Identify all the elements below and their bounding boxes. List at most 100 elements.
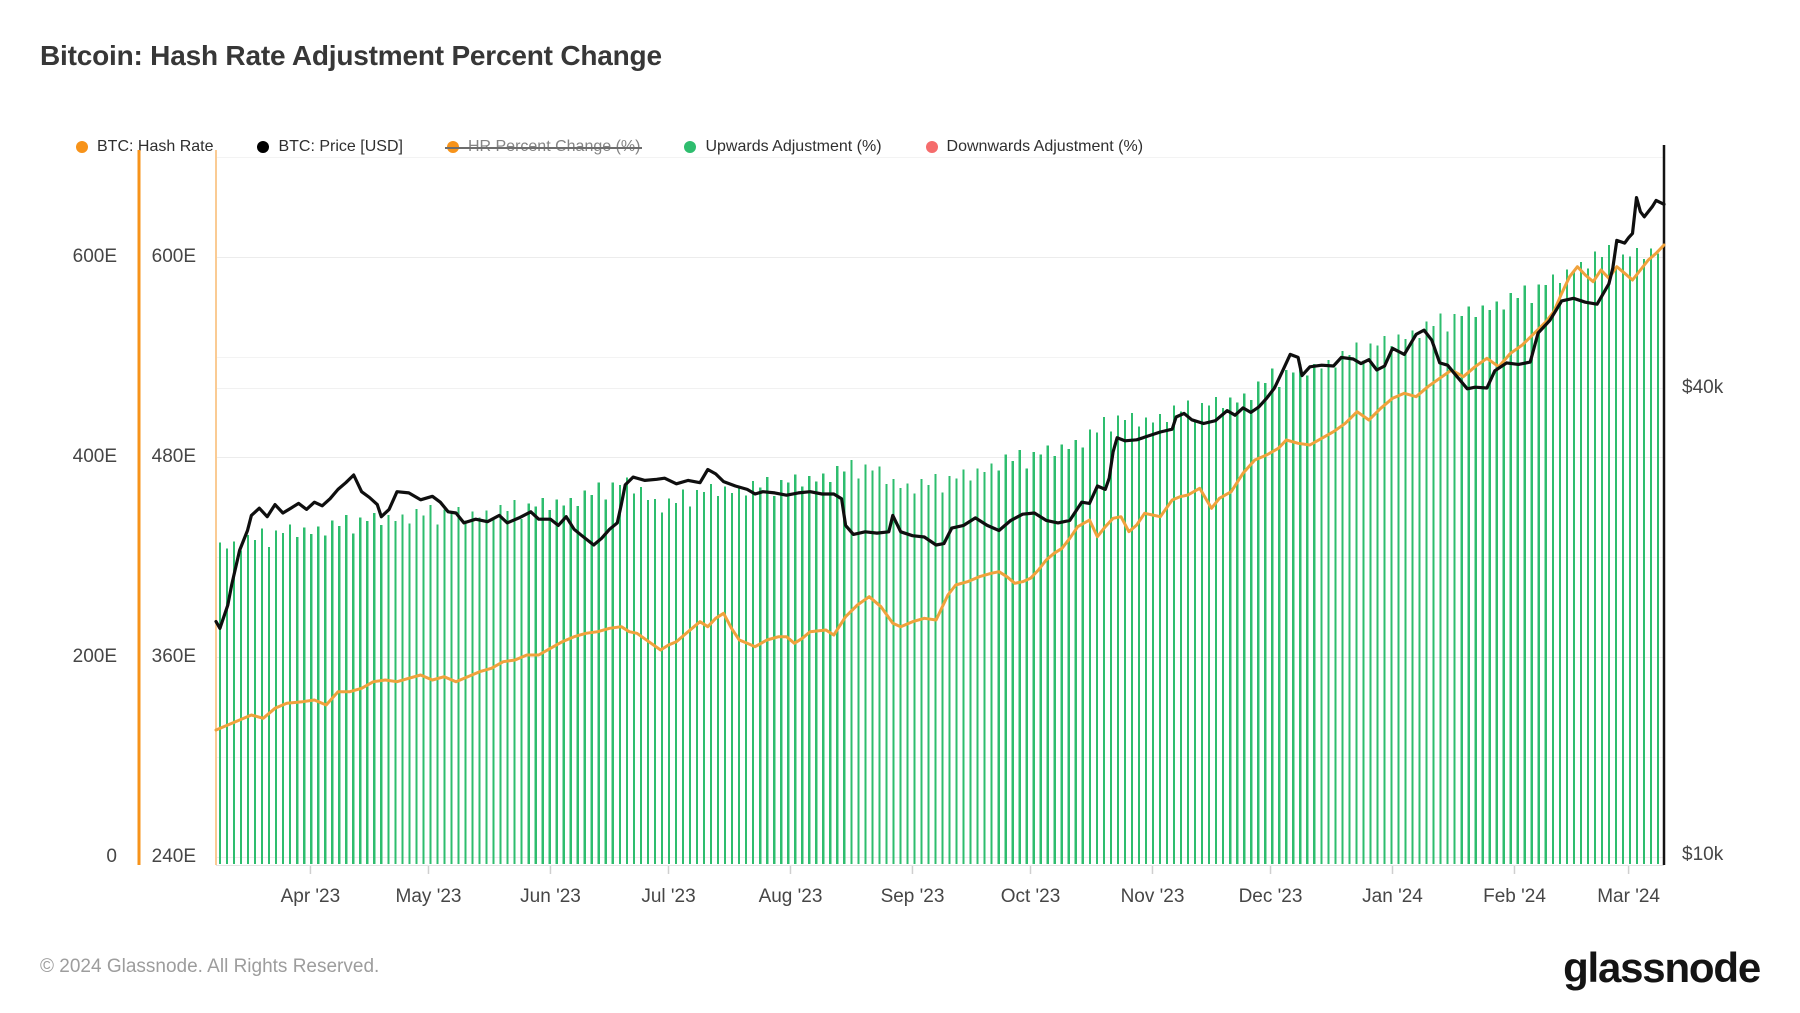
- upwards-adjustment-bar: [1194, 419, 1197, 864]
- x-axis-month-label: Jun '23: [520, 886, 581, 907]
- upwards-adjustment-bar: [1116, 415, 1119, 864]
- upwards-adjustment-bar: [1095, 432, 1098, 864]
- price-line: [214, 196, 1666, 630]
- upwards-adjustment-bar: [899, 487, 902, 864]
- upwards-adjustment-bar: [625, 477, 628, 864]
- x-axis-month-label: Apr '23: [280, 886, 341, 907]
- legend-item-downwards-adjustment[interactable]: Downwards Adjustment (%): [925, 138, 1144, 156]
- upwards-adjustment-bar: [1060, 444, 1063, 864]
- x-axis-month-label: Nov '23: [1120, 886, 1185, 907]
- upwards-adjustment-bar: [1151, 422, 1155, 864]
- upwards-adjustment-bar: [766, 477, 769, 864]
- y-axis-outer-tick: 600E: [72, 246, 117, 267]
- upwards-adjustment-bar: [1165, 421, 1169, 864]
- legend-item-btc-hash-rate[interactable]: BTC: Hash Rate: [76, 138, 213, 156]
- upwards-adjustment-bar: [927, 485, 930, 864]
- upwards-adjustment-bar: [1460, 315, 1463, 864]
- upwards-adjustment-bar: [261, 528, 264, 864]
- upwards-adjustment-bar: [1320, 368, 1323, 864]
- upwards-adjustment-bar: [646, 499, 649, 864]
- upwards-adjustment-bar: [1130, 413, 1133, 864]
- upwards-adjustment-bar: [752, 480, 755, 864]
- upwards-adjustment-bar: [1292, 372, 1295, 864]
- upwards-adjustment-bar: [1572, 271, 1575, 864]
- x-axis-month-label: Aug '23: [758, 886, 823, 907]
- upwards-adjustment-bar: [955, 478, 958, 864]
- upwards-adjustment-bar: [527, 503, 530, 864]
- upwards-adjustment-bar: [1348, 355, 1351, 864]
- upwards-adjustment-bar: [394, 521, 397, 864]
- upwards-adjustment-bar: [920, 479, 923, 864]
- upwards-adjustment-bar: [871, 470, 874, 864]
- upwards-adjustment-bar: [1628, 256, 1632, 865]
- upwards-adjustment-bar: [1650, 248, 1653, 865]
- upwards-adjustment-bar: [1123, 419, 1126, 864]
- upwards-adjustment-bar: [331, 520, 334, 864]
- upwards-adjustment-bar: [1509, 293, 1512, 865]
- upwards-adjustment-bar: [892, 479, 895, 864]
- upwards-adjustment-bar: [1081, 447, 1084, 864]
- upwards-adjustment-bar: [1208, 405, 1211, 864]
- upwards-adjustment-bar: [232, 541, 236, 864]
- upwards-adjustment-bar: [948, 476, 951, 864]
- legend-color-dot: [76, 141, 88, 153]
- upwards-adjustment-bar: [1453, 314, 1456, 864]
- legend-item-upwards-adjustment[interactable]: Upwards Adjustment (%): [684, 138, 882, 156]
- upwards-adjustment-bar: [1053, 456, 1056, 864]
- x-axis-month-label: Jul '23: [641, 886, 696, 907]
- y-axis-outer-tick: 200E: [72, 646, 117, 667]
- glassnode-logo: glassnode: [1563, 944, 1761, 991]
- upwards-adjustment-bar: [513, 500, 516, 864]
- upwards-adjustment-bar: [829, 481, 832, 864]
- upwards-adjustment-bar: [506, 510, 509, 864]
- upwards-adjustment-bar: [1418, 337, 1421, 864]
- upwards-adjustment-bar: [1229, 397, 1232, 864]
- upwards-adjustment-bar: [555, 499, 558, 864]
- upwards-adjustment-bar: [415, 509, 418, 864]
- upwards-adjustment-bar: [289, 524, 292, 864]
- upwards-adjustment-bar: [618, 485, 621, 864]
- upwards-adjustment-bar: [1144, 417, 1148, 864]
- x-axis-month-label: Oct '23: [1000, 886, 1061, 907]
- upwards-adjustment-bar: [717, 496, 720, 864]
- upwards-adjustment-bar: [1376, 345, 1379, 864]
- legend-item-hr-percent-change[interactable]: HR Percent Change (%): [444, 138, 642, 156]
- upwards-adjustment-bar: [1579, 262, 1582, 864]
- legend-item-btc-price-usd[interactable]: BTC: Price [USD]: [257, 138, 403, 156]
- upwards-adjustment-bar: [738, 486, 741, 864]
- upwards-adjustment-bar: [836, 466, 839, 864]
- legend-item-label: Downwards Adjustment (%): [946, 138, 1144, 155]
- upwards-adjustment-bar: [296, 537, 299, 864]
- upwards-adjustment-bar: [548, 510, 551, 864]
- upwards-adjustment-bar: [1180, 411, 1183, 864]
- upwards-adjustment-bar: [913, 493, 916, 864]
- upwards-adjustment-bar: [345, 514, 348, 864]
- upwards-adjustment-bar: [688, 506, 692, 864]
- y-axis-outer-tick: 0: [106, 846, 117, 867]
- upwards-adjustment-bar: [780, 479, 783, 864]
- upwards-adjustment-bar: [1222, 408, 1225, 864]
- legend-item-label: BTC: Hash Rate: [97, 138, 214, 155]
- upwards-adjustment-bar: [1593, 251, 1596, 865]
- upwards-adjustment-bar: [695, 489, 699, 864]
- upwards-adjustment-bar: [1404, 338, 1407, 864]
- upwards-adjustment-bar: [1137, 426, 1141, 864]
- upwards-adjustment-bar: [1635, 247, 1639, 864]
- upwards-adjustment-bar: [1004, 454, 1007, 864]
- upwards-adjustment-bar: [632, 493, 635, 864]
- upwards-adjustment-bar: [653, 499, 656, 864]
- upwards-adjustment-bar: [1523, 285, 1526, 864]
- upwards-adjustment-bar: [1158, 414, 1162, 864]
- upwards-adjustment-bar: [1067, 448, 1070, 864]
- upwards-adjustment-bar: [1621, 254, 1625, 864]
- upwards-adjustment-bar: [1432, 325, 1435, 864]
- legend-color-dot: [257, 141, 270, 153]
- upwards-adjustment-bar: [282, 532, 285, 864]
- upwards-adjustment-bar: [1502, 309, 1505, 864]
- upwards-adjustment-bar: [1657, 253, 1660, 864]
- upwards-adjustment-bar: [471, 511, 474, 864]
- upwards-adjustment-bar: [1411, 330, 1414, 864]
- upwards-adjustment-bar: [709, 484, 713, 864]
- upwards-adjustment-bar: [822, 473, 825, 864]
